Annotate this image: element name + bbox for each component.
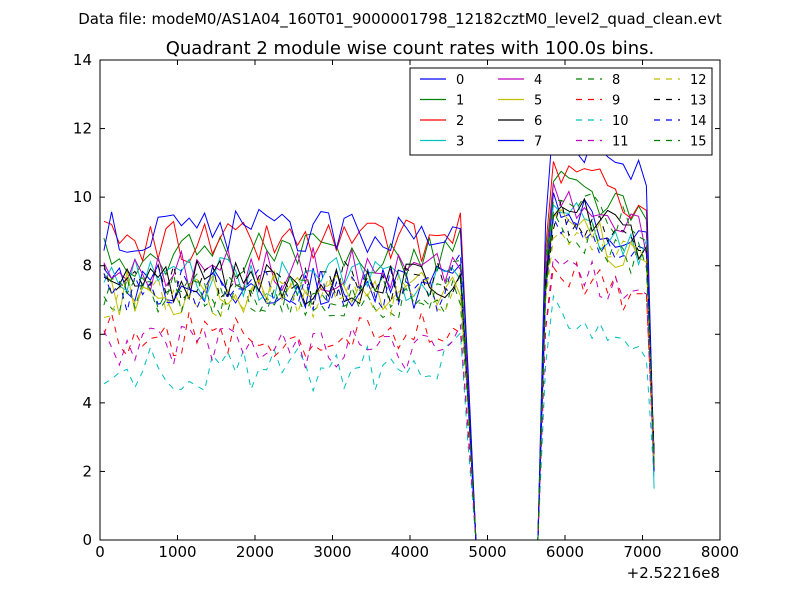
figure-suptitle: Data file: modeM0/AS1A04_160T01_90000017… <box>78 10 722 29</box>
legend-label-6: 6 <box>534 114 542 129</box>
series-line-6 <box>103 197 655 540</box>
legend-label-11: 11 <box>612 135 629 150</box>
legend-label-15: 15 <box>690 135 707 150</box>
y-tick-label-4: 4 <box>82 394 92 412</box>
x-tick-label-1000: 1000 <box>158 543 196 561</box>
legend-label-4: 4 <box>534 73 542 88</box>
series-line-10 <box>103 294 655 540</box>
legend-box <box>409 67 713 156</box>
x-tick-label-0: 0 <box>95 543 105 561</box>
x-tick-label-4000: 4000 <box>391 543 429 561</box>
y-tick-label-14: 14 <box>73 51 92 69</box>
legend-label-8: 8 <box>612 73 620 88</box>
y-tick-label-10: 10 <box>73 188 92 206</box>
series-line-2 <box>103 161 655 540</box>
x-tick-label-6000: 6000 <box>546 543 584 561</box>
y-tick-label-8: 8 <box>82 257 92 275</box>
plot-lines <box>103 118 655 540</box>
series-line-11 <box>103 256 655 540</box>
y-tick-label-6: 6 <box>82 325 92 343</box>
series-line-4 <box>103 183 655 540</box>
legend-label-9: 9 <box>612 94 620 109</box>
series-line-14 <box>103 215 655 540</box>
x-tick-label-8000: 8000 <box>701 543 739 561</box>
series-line-0 <box>103 192 655 540</box>
x-tick-label-7000: 7000 <box>623 543 661 561</box>
y-tick-label-0: 0 <box>82 531 92 549</box>
series-line-15 <box>103 209 655 540</box>
legend-label-12: 12 <box>690 73 707 88</box>
axis-ticks: 0 1000 2000 3000 4000 5000 6000 7000 80000246810… <box>73 51 739 561</box>
legend-label-2: 2 <box>456 114 464 129</box>
series-line-12 <box>103 231 655 540</box>
legend-label-1: 1 <box>456 94 464 109</box>
x-offset-label: +2.52216e8 <box>627 564 720 582</box>
x-tick-label-3000: 3000 <box>313 543 351 561</box>
chart-title: Quadrant 2 module wise count rates with … <box>166 38 655 59</box>
series-line-1 <box>103 170 655 540</box>
series-line-9 <box>103 260 655 540</box>
x-tick-label-2000: 2000 <box>236 543 274 561</box>
legend-label-10: 10 <box>612 114 629 129</box>
y-tick-label-2: 2 <box>82 462 92 480</box>
legend-label-7: 7 <box>534 135 542 150</box>
series-line-5 <box>103 208 655 540</box>
series-line-3 <box>103 201 655 540</box>
y-tick-label-12: 12 <box>73 120 92 138</box>
x-tick-label-5000: 5000 <box>468 543 506 561</box>
legend-label-0: 0 <box>456 73 464 88</box>
series-line-13 <box>103 200 655 540</box>
legend-label-13: 13 <box>690 94 707 109</box>
legend-label-5: 5 <box>534 94 542 109</box>
series-line-8 <box>103 192 655 540</box>
legend-label-3: 3 <box>456 135 464 150</box>
legend-label-14: 14 <box>690 114 707 129</box>
